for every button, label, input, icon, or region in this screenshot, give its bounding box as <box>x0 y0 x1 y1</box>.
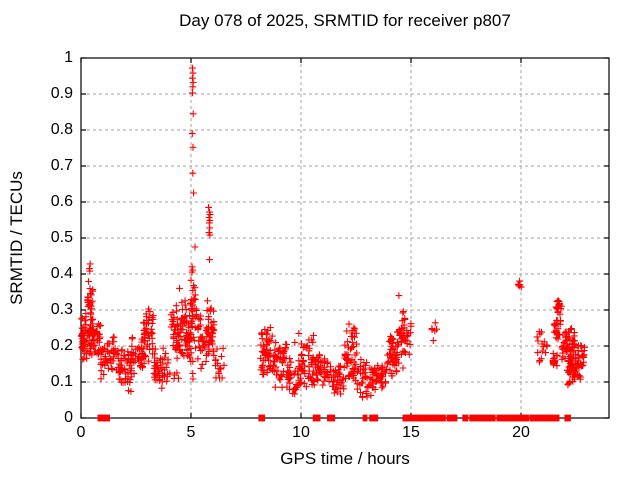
x-tick-label: 20 <box>512 424 530 441</box>
y-tick-label: 0.2 <box>50 337 73 354</box>
y-tick-label: 0.4 <box>50 265 73 282</box>
y-tick-label: 0.7 <box>50 157 73 174</box>
y-tick-label: 0.6 <box>50 193 73 210</box>
y-tick-label: 0.8 <box>50 121 73 138</box>
x-tick-label: 0 <box>76 424 86 441</box>
y-tick-label: 1 <box>64 49 73 66</box>
y-tick-label: 0.3 <box>50 301 73 318</box>
x-tick-label: 5 <box>186 424 196 441</box>
y-tick-label: 0.5 <box>50 229 73 246</box>
chart-title: Day 078 of 2025, SRMTID for receiver p80… <box>179 11 511 30</box>
y-tick-label: 0 <box>64 409 73 426</box>
x-axis-label: GPS time / hours <box>280 449 410 468</box>
y-tick-label: 0.1 <box>50 373 73 390</box>
y-tick-label: 0.9 <box>50 85 73 102</box>
x-tick-label: 15 <box>402 424 420 441</box>
x-tick-label: 10 <box>292 424 310 441</box>
